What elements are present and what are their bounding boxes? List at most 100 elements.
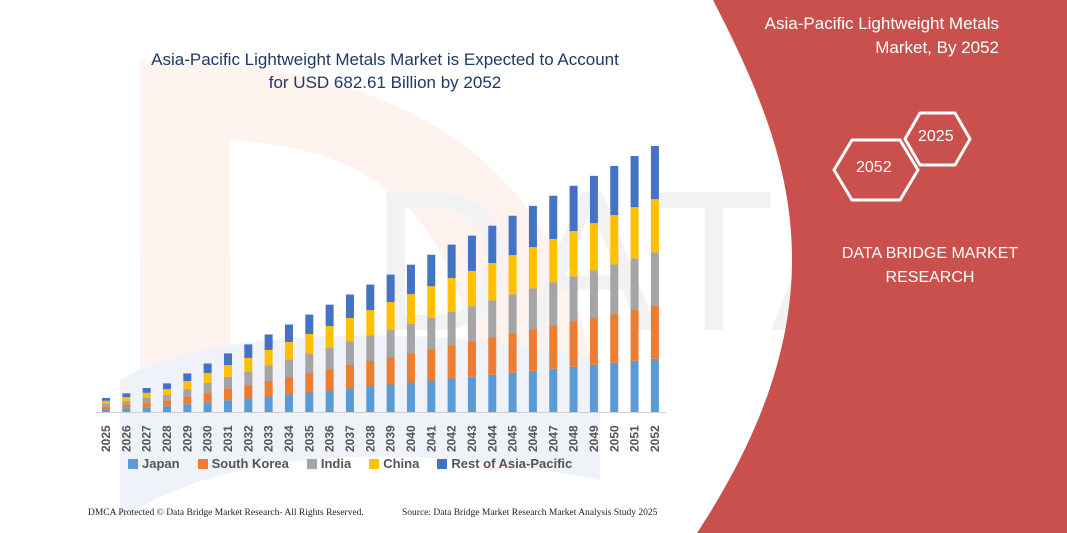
x-tick-label: 2040 [404,425,418,452]
chart-title: Asia-Pacific Lightweight Metals Market i… [100,48,670,94]
side-title-line-2: Market, By 2052 [875,38,999,57]
bar-segment-china-2029 [183,381,192,389]
bar-segment-japan-2033 [264,396,273,412]
bar-segment-south-korea-2045 [508,333,517,373]
bar-segment-china-2030 [203,373,212,383]
legend-swatch [369,458,380,469]
bar-segment-japan-2040 [406,382,415,412]
bar-segment-china-2034 [284,342,293,360]
bar-segment-rest-of-asia-pacific-2028 [162,383,171,390]
bar-segment-rest-of-asia-pacific-2030 [203,363,212,374]
bar-segment-south-korea-2035 [305,373,314,393]
bar-segment-rest-of-asia-pacific-2044 [488,225,497,263]
bar-segment-india-2035 [305,353,314,374]
legend-item: India [306,456,351,471]
bar-segment-south-korea-2052 [650,305,659,359]
bar-segment-india-2041 [427,317,436,350]
legend-item: China [369,456,419,471]
bar-segment-south-korea-2042 [447,345,456,379]
bar-segment-india-2036 [325,347,334,370]
hexagon-2025 [903,111,972,167]
bar-segment-south-korea-2037 [345,365,354,389]
bar-segment-china-2045 [508,255,517,295]
bar-segment-china-2038 [366,310,375,336]
bar-segment-japan-2041 [427,380,436,412]
x-tick-label: 2039 [384,425,398,452]
bar-segment-india-2049 [589,270,598,318]
legend-item: Japan [128,456,180,471]
x-tick-label: 2044 [485,425,499,452]
x-tick-label: 2033 [262,425,276,452]
x-tick-label: 2032 [241,425,255,452]
x-tick-label: 2029 [180,425,194,452]
bar-segment-india-2025 [102,403,110,407]
x-tick-label: 2042 [445,425,459,452]
bar-segment-japan-2048 [569,366,578,412]
x-tick-label: 2046 [526,425,540,452]
bar-segment-china-2026 [122,397,131,401]
legend-item: Rest of Asia-Pacific [437,456,572,471]
bar-segment-india-2028 [162,394,171,401]
hex-label-end: 2052 [856,159,892,176]
bar-segment-india-2042 [447,311,456,346]
x-tick-label: 2049 [587,425,601,452]
side-panel-title: Asia-Pacific Lightweight Metals Market, … [765,12,999,60]
bar-segment-japan-2052 [650,358,659,412]
bar-segment-china-2035 [305,334,314,354]
bar-segment-india-2027 [142,397,151,403]
x-tick-label: 2025 [99,425,113,452]
bar-segment-rest-of-asia-pacific-2026 [122,393,131,398]
legend-label: Japan [142,456,180,471]
bar-segment-japan-2039 [386,384,395,412]
bar-segment-india-2040 [406,323,415,354]
bar-segment-china-2040 [406,294,415,324]
bar-segment-south-korea-2038 [366,361,375,387]
bar-segment-china-2050 [610,215,619,265]
bar-segment-japan-2028 [162,406,171,412]
brand-line-2: RESEARCH [885,269,975,286]
bar-segment-india-2039 [386,329,395,358]
legend-item: South Korea [197,456,289,471]
brand-line-1: DATA BRIDGE MARKET [841,245,1019,262]
bar-segment-south-korea-2034 [284,377,293,395]
bar-segment-rest-of-asia-pacific-2042 [447,244,456,279]
side-panel-shape [697,0,1067,533]
legend-swatch [306,458,317,469]
bar-segment-india-2046 [528,288,537,330]
bar-segment-south-korea-2026 [122,404,131,409]
stacked-bar-chart: 2025 2026 2027 2028 2029 2030 2031 2032 2033 2034… [96,146,666,452]
bar-segment-china-2051 [630,207,639,259]
bar-segment-rest-of-asia-pacific-2041 [427,254,436,287]
bar-segment-south-korea-2033 [264,380,273,397]
bar-segment-china-2043 [467,270,476,307]
x-tick-label: 2051 [628,425,642,452]
bar-segment-china-2052 [650,199,659,253]
bar-segment-rest-of-asia-pacific-2029 [183,373,192,382]
x-tick-label: 2031 [221,425,235,452]
bar-segment-japan-2035 [305,392,314,412]
x-tick-label: 2038 [363,425,377,452]
bar-segment-south-korea-2040 [406,353,415,383]
bar-segment-china-2049 [589,223,598,271]
bar-segment-china-2036 [325,326,334,348]
x-tick-label: 2052 [648,425,662,452]
x-tick-label: 2028 [160,425,174,452]
bar-segment-japan-2038 [366,386,375,412]
bar-segment-india-2032 [244,371,253,385]
footer-copyright: DMCA Protected © Data Bridge Market Rese… [88,508,364,518]
bar-segment-india-2052 [650,252,659,306]
bar-segment-south-korea-2047 [549,325,558,369]
x-tick-label: 2026 [119,425,133,452]
x-tick-label: 2035 [302,425,316,452]
bar-segment-rest-of-asia-pacific-2033 [264,334,273,350]
legend-label: South Korea [211,456,289,471]
bar-segment-rest-of-asia-pacific-2050 [610,165,619,216]
bar-segment-rest-of-asia-pacific-2046 [528,205,537,248]
bar-segment-india-2045 [508,294,517,334]
bar-segment-china-2042 [447,278,456,312]
bar-segment-japan-2042 [447,378,456,412]
bar-segment-india-2038 [366,335,375,362]
bar-segment-india-2050 [610,264,619,314]
title-line-1: Asia-Pacific Lightweight Metals Market i… [151,50,619,69]
